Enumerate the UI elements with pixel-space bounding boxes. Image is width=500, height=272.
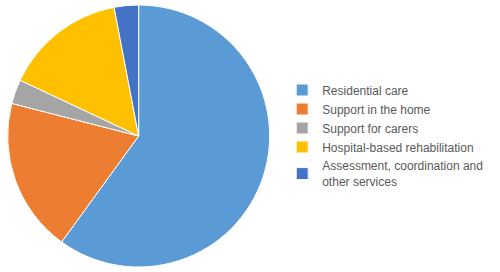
svg-text:Residential care: Residential care — [322, 84, 408, 98]
svg-text:Support for carers: Support for carers — [322, 122, 418, 136]
svg-text:Support in the home: Support in the home — [322, 103, 430, 117]
svg-text:Hospital-based rehabilitation: Hospital-based rehabilitation — [322, 141, 473, 155]
svg-text:Assessment, coordination andot: Assessment, coordination andother servic… — [322, 159, 483, 189]
